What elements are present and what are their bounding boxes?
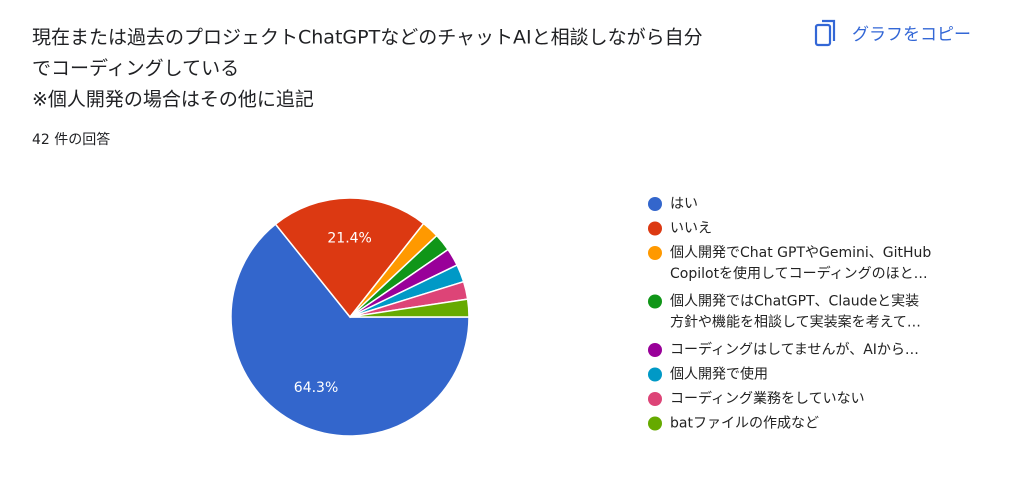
legend-marker	[648, 343, 662, 357]
copy-button[interactable]: グラフをコピー	[814, 19, 971, 47]
legend-label: コーディング業務をしていない	[670, 390, 865, 407]
legend-label: はい	[670, 196, 698, 212]
legend-label: Copilotを使用してコーディングのほと…	[670, 265, 928, 282]
copy-icon	[822, 19, 836, 41]
pie-slice	[230, 223, 470, 437]
legend-marker	[648, 392, 662, 406]
copy-label[interactable]: グラフをコピー	[852, 25, 971, 45]
chart-title: 現在または過去のプロジェクトChatGPTなどのチャットAIと相談しながら自分	[32, 27, 703, 49]
legend-label: コーディングはしてませんが、AIから…	[670, 341, 919, 358]
chart-title: でコーディングしている	[32, 58, 239, 80]
legend-marker	[648, 246, 662, 260]
legend-marker	[648, 367, 662, 382]
pie-slice	[349, 298, 470, 318]
data-label: 21.4%	[327, 230, 371, 246]
chart-title: ※個人開発の場合はその他に追記	[32, 89, 314, 111]
legend-label: 個人開発でChat GPTやGemini、GitHub	[670, 245, 931, 261]
subtitle: 42 件の回答	[32, 131, 110, 148]
legend-marker	[648, 197, 662, 211]
legend-label: 個人開発で使用	[670, 366, 768, 383]
legend-label: batファイルの作成など	[670, 416, 819, 432]
legend-marker	[648, 416, 662, 431]
copy-icon	[814, 23, 832, 47]
legend-label: 個人開発ではChatGPT、Claudeと実装	[670, 294, 919, 310]
data-label: 64.3%	[294, 380, 338, 396]
legend-label: いいえ	[670, 221, 712, 237]
legend-marker	[648, 221, 662, 236]
legend-marker	[648, 294, 662, 309]
pie-slice	[274, 197, 425, 319]
legend-label: 方針や機能を相談して実装案を考えて…	[670, 314, 921, 331]
